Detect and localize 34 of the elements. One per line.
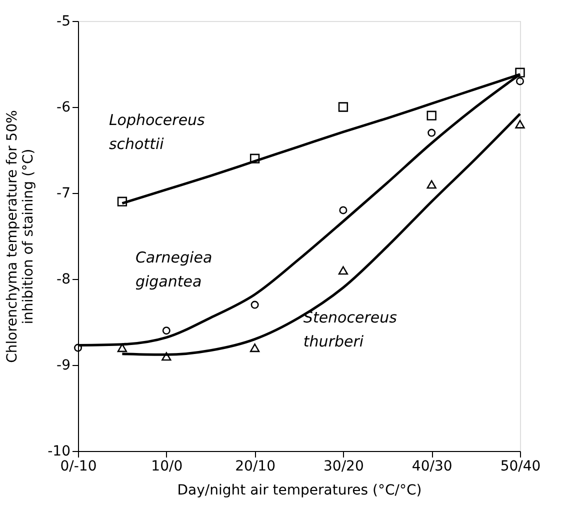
y-axis-title: Chlorenchyma temperature for 50% inhibition of staining (°C) <box>4 110 37 363</box>
y-tick-label: -7 <box>56 186 70 202</box>
point <box>426 110 436 120</box>
y-tick-label: -5 <box>56 14 70 30</box>
point <box>162 352 172 361</box>
y-tick-label: -6 <box>56 100 71 116</box>
point <box>515 68 525 78</box>
x-tick-label: 20/10 <box>235 458 276 474</box>
point <box>250 154 260 164</box>
x-tick-label: 50/40 <box>500 458 541 474</box>
point <box>515 120 525 128</box>
x-tick-label: 40/30 <box>412 458 452 474</box>
point <box>250 344 260 352</box>
y-tick-label: -10 <box>48 444 70 460</box>
point <box>250 300 259 309</box>
point <box>117 196 128 206</box>
point <box>426 180 436 189</box>
x-tick-label: 30/20 <box>324 458 364 474</box>
annotation: Lophocereus schottii <box>108 110 206 153</box>
point <box>338 102 348 112</box>
point <box>428 128 436 137</box>
annotation: Carnegiea gigantea <box>135 248 212 290</box>
x-tick-label: 0/-10 <box>60 458 97 474</box>
x-axis-title: Day/night air temperatures (°C/°C) <box>177 482 422 498</box>
y-tick-label: -9 <box>56 358 70 374</box>
y-tick-label: -8 <box>56 272 70 288</box>
point <box>162 326 170 335</box>
point <box>339 206 348 214</box>
point <box>117 344 128 352</box>
point <box>74 344 82 352</box>
x-tick-label: 10/0 <box>151 458 183 474</box>
point <box>338 266 348 275</box>
annotation: Stenocereus thurberi <box>303 308 398 351</box>
point <box>516 77 524 86</box>
